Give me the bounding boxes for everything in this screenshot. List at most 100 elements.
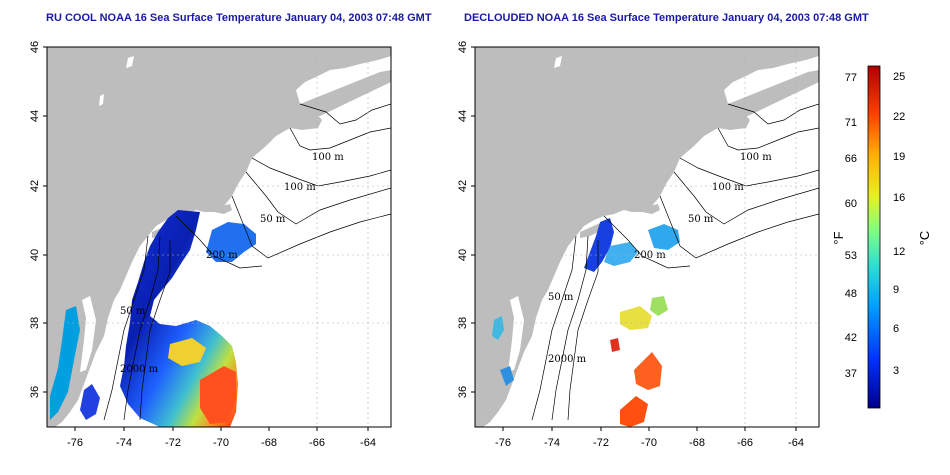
- left-sst-coastal-patch: [80, 384, 100, 420]
- y-tick-label: 44: [29, 110, 41, 122]
- right-bathymetry-contours: [531, 103, 819, 421]
- right-map-frame: [474, 46, 820, 428]
- left-chesapeake-bay: [80, 296, 96, 372]
- x-tick-label: -68: [261, 437, 277, 449]
- colorbar-fahrenheit-unit: °F: [831, 231, 846, 244]
- colorbar-celsius-tick: 12: [893, 246, 905, 258]
- contour-label: 200 m: [634, 250, 666, 261]
- left-sst-nearshore-patch: [50, 306, 80, 420]
- y-tick-label: 40: [29, 249, 41, 261]
- right-sst-north-patch: [584, 218, 614, 272]
- right-map-panel: 100 m 100 m 50 m 200 m 50 m 2000 m -76: [457, 41, 820, 449]
- x-tick-label: -66: [737, 437, 753, 449]
- colorbar-celsius-tick: 25: [893, 71, 905, 83]
- contour-label: 50 m: [120, 306, 146, 317]
- colorbar-celsius-unit: °C: [917, 231, 932, 246]
- right-sst-red-patch: [610, 338, 620, 352]
- colorbar-celsius-tick: 6: [893, 323, 899, 335]
- x-tick-label: -76: [67, 437, 83, 449]
- right-x-ticks: [502, 427, 797, 431]
- y-tick-label: 42: [457, 180, 469, 192]
- right-sst-warm-patch: [634, 352, 662, 390]
- colorbar-celsius-tick: 16: [893, 192, 905, 204]
- x-tick-label: -70: [213, 437, 229, 449]
- contour-label: 100 m: [312, 152, 344, 163]
- right-panel-title: DECLOUDED NOAA 16 Sea Surface Temperatur…: [464, 12, 869, 24]
- right-lake: [554, 56, 562, 68]
- right-grid: [475, 47, 819, 427]
- y-tick-label: 40: [457, 249, 469, 261]
- x-tick-label: -72: [593, 437, 609, 449]
- right-y-tick-labels: 46 44 42 40 38 36: [457, 41, 469, 398]
- left-map-frame: [46, 46, 392, 428]
- contour-label: 200 m: [206, 250, 238, 261]
- x-tick-label: -68: [689, 437, 705, 449]
- y-tick-label: 46: [457, 41, 469, 53]
- right-x-tick-labels: -76 -74 -72 -70 -68 -66 -64: [495, 437, 804, 449]
- right-sst-warm-south-patch: [620, 396, 648, 427]
- left-cape-cod: [214, 204, 232, 214]
- colorbar-celsius-tick: 22: [893, 111, 905, 123]
- left-sst-northeast-patch: [206, 222, 256, 262]
- left-x-tick-labels: -76 -74 -72 -70 -68 -66 -64: [67, 437, 376, 449]
- x-tick-label: -64: [788, 437, 804, 449]
- colorbar-fahrenheit-tick: 53: [845, 250, 857, 262]
- x-tick-label: -66: [309, 437, 325, 449]
- right-map-land: [475, 47, 819, 427]
- x-tick-label: -74: [544, 437, 560, 449]
- right-sst-yellow-patch: [620, 306, 652, 330]
- y-tick-label: 42: [29, 180, 41, 192]
- contour-label: 2000 m: [548, 354, 587, 365]
- contour-label: 100 m: [712, 182, 744, 193]
- right-nova-scotia: [728, 70, 819, 116]
- right-chesapeake-bay: [508, 296, 524, 372]
- contour-label: 100 m: [284, 182, 316, 193]
- contour-label: 2000 m: [120, 364, 159, 375]
- right-contour-labels: 100 m 100 m 50 m 200 m 50 m 2000 m: [548, 152, 772, 365]
- colorbar-fahrenheit-tick: 37: [845, 368, 857, 380]
- colorbar-celsius-tick: 19: [893, 151, 905, 163]
- x-tick-label: -64: [360, 437, 376, 449]
- colorbar-fahrenheit-tick: 42: [845, 332, 857, 344]
- y-tick-label: 36: [457, 386, 469, 398]
- x-tick-label: -72: [165, 437, 181, 449]
- right-cape-cod: [642, 204, 660, 214]
- y-tick-label: 38: [457, 317, 469, 329]
- colorbar-fahrenheit-tick: 66: [845, 153, 857, 165]
- right-sst-nearshore-patch: [492, 316, 504, 340]
- colorbar-celsius-tick: 9: [893, 284, 899, 296]
- left-grid: [47, 47, 391, 427]
- left-lake: [126, 56, 134, 68]
- left-map-land: [47, 47, 391, 427]
- left-panel-title: RU COOL NOAA 16 Sea Surface Temperature …: [46, 12, 432, 24]
- x-tick-label: -74: [116, 437, 132, 449]
- left-sst-main-patch: [120, 210, 238, 427]
- left-sst-warm-patch: [200, 366, 236, 424]
- contour-label: 50 m: [548, 292, 574, 303]
- left-y-ticks: [43, 46, 47, 393]
- x-tick-label: -70: [641, 437, 657, 449]
- x-tick-label: -76: [495, 437, 511, 449]
- right-sst-shelf-patch: [604, 242, 638, 266]
- left-lake: [99, 94, 104, 106]
- right-y-ticks: [471, 46, 475, 393]
- right-sst-green-patch: [650, 296, 668, 316]
- colorbar-celsius-labels: 25 22 19 16 12 9 6 3: [893, 71, 905, 377]
- contour-label: 50 m: [260, 214, 286, 225]
- colorbar: 77 71 66 60 53 48 42 37 25 22 19 16 12 9…: [831, 65, 932, 409]
- y-tick-label: 44: [457, 110, 469, 122]
- left-contour-labels: 100 m 100 m 50 m 200 m 50 m 2000 m: [120, 152, 344, 375]
- colorbar-fahrenheit-tick: 60: [845, 198, 857, 210]
- left-map-panel: 100 m 100 m 50 m 200 m 50 m 2000 m: [29, 41, 392, 449]
- colorbar-fahrenheit-labels: 77 71 66 60 53 48 42 37: [845, 72, 857, 380]
- left-y-tick-labels: 46 44 42 40 38 36: [29, 41, 41, 398]
- colorbar-gradient: [867, 65, 881, 409]
- y-tick-label: 36: [29, 386, 41, 398]
- colorbar-fahrenheit-tick: 71: [845, 117, 857, 129]
- left-bathymetry-contours: [103, 103, 391, 421]
- colorbar-celsius-tick: 3: [893, 365, 899, 377]
- left-x-ticks: [74, 427, 369, 431]
- contour-label: 50 m: [688, 214, 714, 225]
- colorbar-fahrenheit-tick: 77: [845, 72, 857, 84]
